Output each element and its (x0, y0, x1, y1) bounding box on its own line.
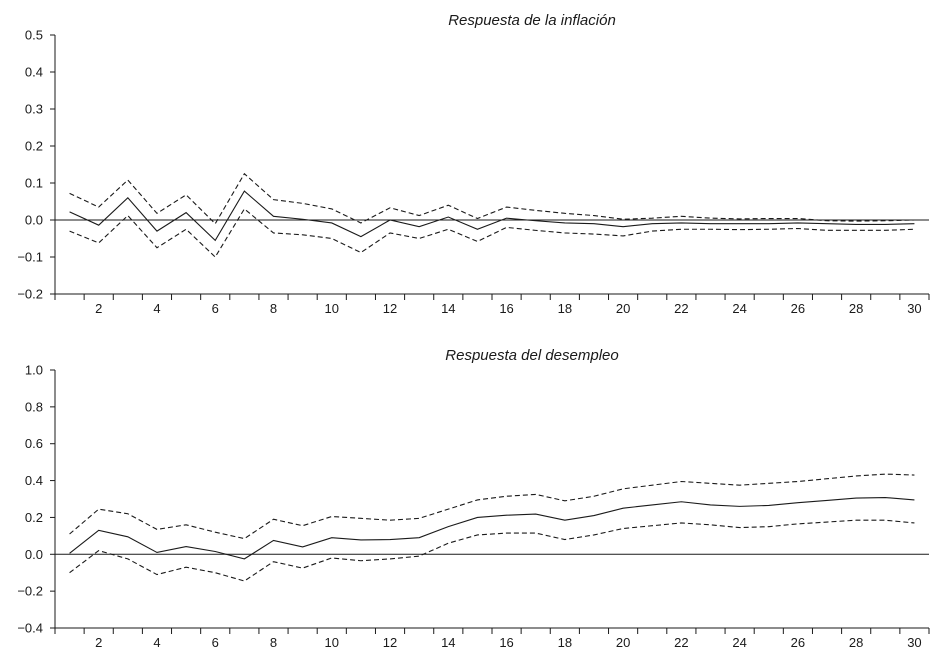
chart-title: Respuesta de la inflación (448, 12, 616, 29)
x-tick-label: 12 (383, 301, 397, 316)
upper-band-line (69, 473, 915, 540)
y-tick-label: 0.1 (25, 176, 43, 191)
x-tick-label: 20 (616, 635, 630, 650)
y-tick-label: 0.3 (25, 102, 43, 117)
x-tick-label: 18 (558, 635, 572, 650)
x-tick-label: 16 (499, 635, 513, 650)
y-tick-label: 0.8 (25, 399, 43, 414)
x-tick-label: 26 (791, 635, 805, 650)
response-line (69, 190, 915, 242)
response-line (69, 496, 915, 560)
y-tick-label: 1.0 (25, 363, 43, 378)
x-tick-label: 2 (95, 635, 102, 650)
y-tick-label: 0.0 (25, 547, 43, 562)
x-tick-label: 8 (270, 301, 277, 316)
x-tick-label: 24 (732, 301, 746, 316)
x-tick-label: 6 (212, 635, 219, 650)
x-tick-label: 2 (95, 301, 102, 316)
x-tick-label: 8 (270, 635, 277, 650)
y-tick-label: 0.6 (25, 436, 43, 451)
x-tick-label: 12 (383, 635, 397, 650)
x-tick-label: 10 (325, 635, 339, 650)
y-tick-label: 0.2 (25, 139, 43, 154)
x-tick-label: 14 (441, 301, 455, 316)
x-tick-label: 22 (674, 635, 688, 650)
y-tick-label: 0.0 (25, 213, 43, 228)
y-tick-label: −0.1 (17, 250, 43, 265)
y-tick-label: −0.2 (17, 287, 43, 302)
x-tick-label: 14 (441, 635, 455, 650)
x-tick-label: 4 (153, 301, 160, 316)
chart-panel-1: Respuesta de la inflación −0.2 −0.1 0.0 0.1 0… (17, 12, 930, 316)
x-tick-label: 30 (907, 301, 921, 316)
x-tick-label: 6 (212, 301, 219, 316)
upper-band-line (69, 172, 915, 225)
chart-panel-2: Respuesta del desempleo −0.4 −0.2 0.0 0.2 0.4… (17, 347, 930, 650)
x-tick-label: 28 (849, 635, 863, 650)
x-tick-label: 24 (732, 635, 746, 650)
x-tick-label: 16 (499, 301, 513, 316)
y-tick-label: 0.2 (25, 510, 43, 525)
y-tick-label: 0.4 (25, 65, 43, 80)
lower-band-line (69, 519, 915, 582)
x-tick-label: 18 (558, 301, 572, 316)
x-tick-label: 28 (849, 301, 863, 316)
x-tick-label: 26 (791, 301, 805, 316)
x-tick-label: 4 (153, 635, 160, 650)
x-tick-label: 22 (674, 301, 688, 316)
y-tick-label: 0.4 (25, 473, 43, 488)
x-tick-label: 30 (907, 635, 921, 650)
lower-band-line (69, 208, 915, 258)
x-tick-label: 20 (616, 301, 630, 316)
y-tick-label: 0.5 (25, 28, 43, 43)
y-tick-label: −0.2 (17, 584, 43, 599)
y-tick-label: −0.4 (17, 621, 43, 636)
chart-title: Respuesta del desempleo (445, 347, 618, 364)
x-tick-label: 10 (325, 301, 339, 316)
